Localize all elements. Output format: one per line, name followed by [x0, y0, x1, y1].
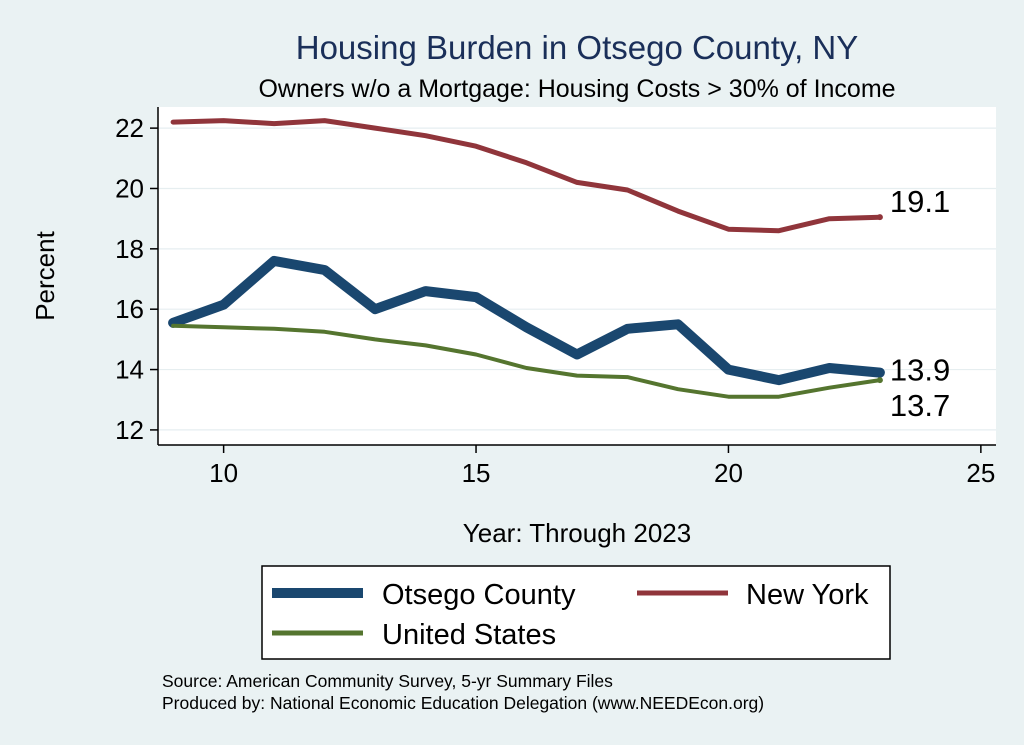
end-label-otsego-county: 13.9 [890, 353, 950, 388]
grid-lines [158, 127, 996, 431]
series-end-marker-new-york [876, 214, 883, 221]
x-tick-label-25: 25 [966, 458, 995, 488]
x-tick-label-15: 15 [462, 458, 491, 488]
x-axis-ticks: 10 15 20 25 [209, 445, 995, 488]
source-line: Source: American Community Survey, 5-yr … [162, 671, 613, 691]
x-tick-label-10: 10 [209, 458, 238, 488]
legend-label-otsego-county: Otsego County [382, 579, 576, 611]
y-tick-label-18: 18 [115, 234, 144, 264]
legend [261, 565, 891, 660]
y-axis-ticks: 12 14 16 18 20 22 [115, 113, 158, 445]
producer-line: Produced by: National Economic Education… [162, 693, 764, 713]
legend-label-united-states: United States [382, 619, 556, 651]
x-axis-label: Year: Through 2023 [463, 518, 691, 548]
y-tick-label-20: 20 [115, 173, 144, 203]
series-line-otsego-county [168, 255, 885, 386]
y-tick-label-12: 12 [115, 415, 144, 445]
x-tick-label-20: 20 [714, 458, 743, 488]
series-line-new-york [170, 118, 883, 234]
end-labels: 13.9 19.1 13.7 [890, 184, 950, 423]
end-label-new-york: 19.1 [890, 184, 950, 219]
series-end-marker-united-states [876, 377, 883, 384]
y-tick-label-16: 16 [115, 294, 144, 324]
y-tick-label-14: 14 [115, 355, 144, 385]
series-line-united-states [171, 323, 882, 399]
end-label-united-states: 13.7 [890, 388, 950, 423]
y-tick-label-22: 22 [115, 113, 144, 143]
series-group [168, 118, 885, 399]
y-axis-label: Percent [30, 230, 60, 320]
legend-label-new-york: New York [746, 579, 869, 611]
plot-area [158, 107, 996, 445]
chart-subtitle: Owners w/o a Mortgage: Housing Costs > 3… [258, 75, 895, 103]
chart-title: Housing Burden in Otsego County, NY [296, 29, 859, 66]
series-end-marker-otsego-county [876, 369, 883, 376]
